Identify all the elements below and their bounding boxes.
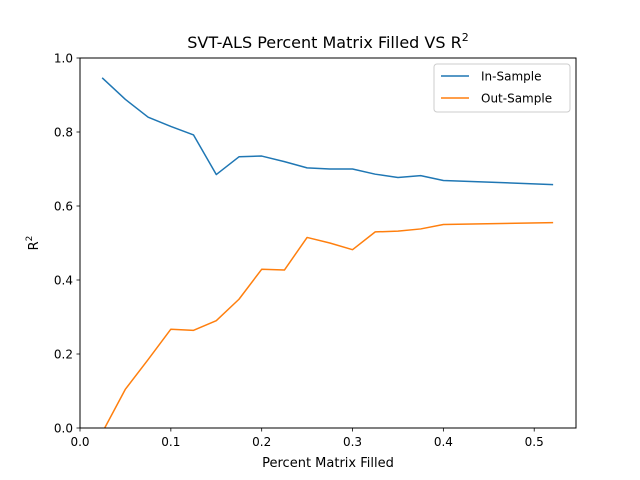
y-tick-label: 0.8 <box>54 126 73 140</box>
series-line-in-sample <box>101 77 554 186</box>
x-axis: 0.0 0.1 0.2 0.3 0.4 0.5 <box>70 428 544 449</box>
y-axis-label-superscript: 2 <box>25 236 35 242</box>
legend: In-Sample Out-Sample <box>433 63 571 113</box>
y-axis: 0.0 0.2 0.4 0.6 0.8 1.0 <box>54 52 80 436</box>
x-tick-label: 0.2 <box>252 435 271 449</box>
y-tick-label: 0.4 <box>54 274 73 288</box>
y-tick-label: 1.0 <box>54 52 73 66</box>
series-line-out-sample <box>103 221 554 428</box>
chart-title-superscript: 2 <box>462 31 469 44</box>
y-tick-label: 0.0 <box>54 422 73 436</box>
x-tick-label: 0.3 <box>343 435 362 449</box>
x-tick-label: 0.0 <box>70 435 89 449</box>
x-tick-label: 0.5 <box>525 435 544 449</box>
chart-title: SVT-ALS Percent Matrix Filled VS R2 <box>187 31 468 52</box>
y-tick-label: 0.2 <box>54 348 73 362</box>
plot-frame <box>79 57 577 429</box>
legend-label-out-sample: Out-Sample <box>481 92 552 106</box>
x-tick-label: 0.1 <box>161 435 180 449</box>
y-tick-label: 0.6 <box>54 200 73 214</box>
series-layer <box>101 77 554 428</box>
x-axis-label: Percent Matrix Filled <box>262 456 394 471</box>
legend-label-in-sample: In-Sample <box>481 70 541 84</box>
y-axis-label: R2 <box>25 236 42 251</box>
x-tick-label: 0.4 <box>434 435 453 449</box>
